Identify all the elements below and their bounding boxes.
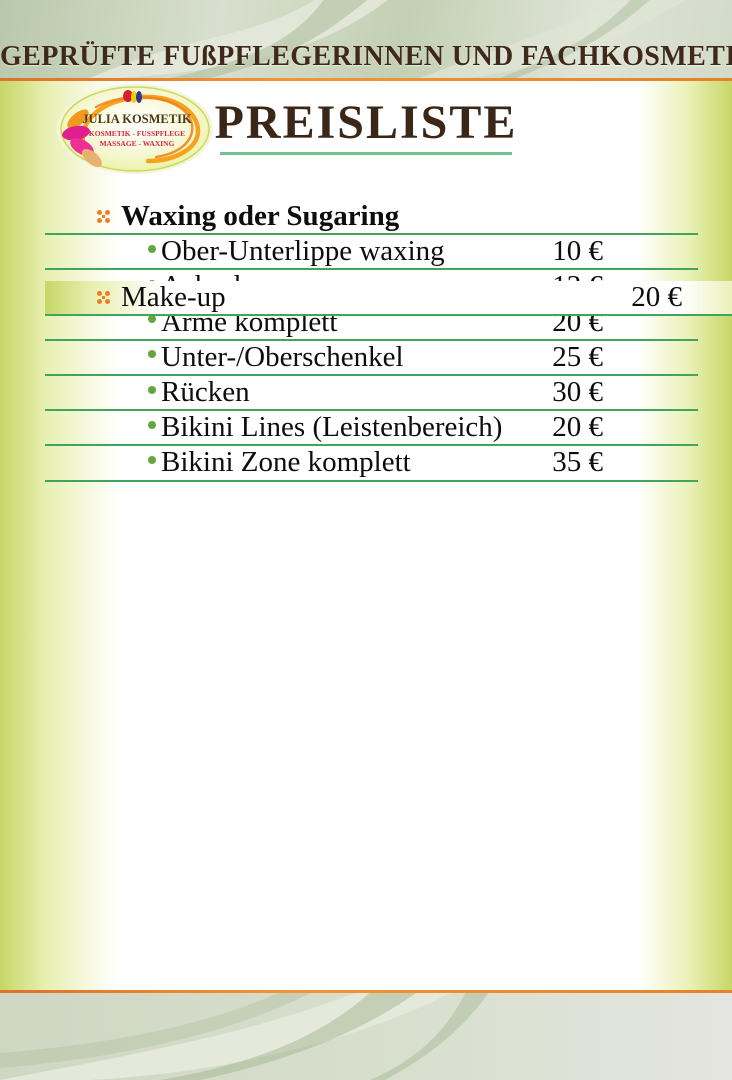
price-row: Unter-/Oberschenkel 25 € bbox=[45, 341, 698, 376]
price-row: Bikini Lines (Leistenbereich) 20 € bbox=[45, 411, 698, 447]
service-label: Unter-/Oberschenkel bbox=[161, 340, 404, 373]
main-content: JULIA KOSMETIK KOSMETIK - FUSSPFLEGE MAS… bbox=[0, 81, 732, 990]
petal-icon bbox=[62, 109, 102, 167]
dot-bullet-icon bbox=[148, 244, 156, 253]
price-row: Make-up 20 € bbox=[45, 281, 732, 317]
logo-name: JULIA KOSMETIK bbox=[82, 112, 192, 126]
banner-wave-decoration bbox=[90, 0, 685, 78]
service-label: Waxing oder Sugaring bbox=[121, 200, 400, 233]
service-label: Rücken bbox=[161, 376, 250, 409]
price-row: Waxing oder Sugaring bbox=[45, 200, 698, 236]
dot-bullet-icon bbox=[148, 420, 156, 429]
service-price: 20 € bbox=[631, 281, 682, 314]
service-price: 20 € bbox=[552, 411, 603, 444]
service-price: 25 € bbox=[552, 340, 603, 373]
footer-banner bbox=[0, 993, 732, 1080]
logo-line1: KOSMETIK - FUSSPFLEGE bbox=[89, 129, 185, 138]
dot-bullet-icon bbox=[148, 455, 156, 464]
dot-bullet-icon bbox=[148, 315, 156, 324]
page-title: PREISLISTE bbox=[214, 96, 518, 149]
dot-bullet-icon bbox=[148, 350, 156, 359]
clover-bullet-icon bbox=[97, 290, 111, 305]
header-banner: GEPRÜFTE FUßPFLEGERINNEN UND FACHKOSMETI… bbox=[0, 0, 732, 78]
header-orange-rule bbox=[0, 78, 732, 81]
dot-bullet-icon bbox=[148, 385, 156, 394]
logo-ellipse bbox=[60, 86, 210, 172]
service-price: 35 € bbox=[552, 446, 603, 479]
banner-title: GEPRÜFTE FUßPFLEGERINNEN UND FACHKOSMETI… bbox=[0, 41, 732, 72]
price-row: Bikini Zone komplett 35 € bbox=[45, 446, 698, 482]
clover-bullet-icon bbox=[97, 209, 111, 224]
julia-kosmetik-logo: JULIA KOSMETIK KOSMETIK - FUSSPFLEGE MAS… bbox=[57, 84, 213, 174]
service-price: 10 € bbox=[552, 235, 603, 268]
service-label: Make-up bbox=[121, 281, 226, 314]
footer-wave-decoration bbox=[0, 993, 489, 1080]
title-block: PREISLISTE bbox=[0, 97, 732, 155]
price-row: Rücken 30 € bbox=[45, 376, 698, 412]
price-table: Medizinische Fusspflege 35 € Gesichtsbeh… bbox=[45, 200, 732, 482]
footer-orange-rule bbox=[0, 990, 732, 993]
title-underline bbox=[220, 152, 512, 155]
service-label: Ober-Unterlippe waxing bbox=[161, 235, 445, 268]
service-price: 30 € bbox=[552, 376, 603, 409]
logo-line2: MASSAGE - WAXING bbox=[100, 139, 175, 148]
service-label: Bikini Zone komplett bbox=[161, 446, 411, 479]
butterfly-icon bbox=[123, 90, 142, 103]
service-label: Bikini Lines (Leistenbereich) bbox=[161, 411, 503, 444]
price-row: Ober-Unterlippe waxing 10 € bbox=[45, 235, 698, 271]
